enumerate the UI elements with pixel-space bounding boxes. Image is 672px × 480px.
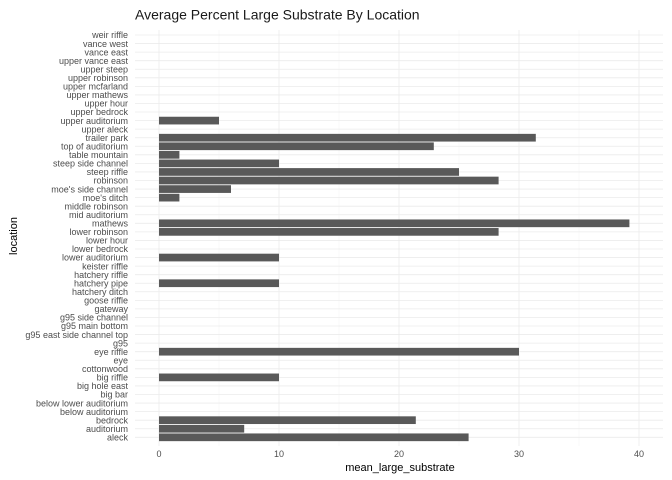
y-tick-label: gateway bbox=[94, 304, 128, 314]
x-axis-title: mean_large_substrate bbox=[345, 462, 454, 474]
y-tick-label: g95 bbox=[113, 338, 128, 348]
y-tick-label: upper vance east bbox=[59, 56, 129, 66]
bar bbox=[159, 176, 499, 185]
y-tick-label: upper robinson bbox=[68, 73, 128, 83]
y-tick-label: auditorium bbox=[86, 424, 128, 434]
bars bbox=[159, 116, 630, 442]
y-tick-label: moe's side channel bbox=[51, 184, 128, 194]
y-tick-label: moe's ditch bbox=[83, 193, 128, 203]
y-tick-label: mathews bbox=[92, 219, 129, 229]
bar bbox=[159, 416, 416, 425]
y-tick-label: steep riffle bbox=[87, 167, 128, 177]
bar bbox=[159, 253, 279, 262]
y-tick-label: upper mathews bbox=[66, 90, 128, 100]
bar bbox=[159, 185, 231, 193]
x-tick-labels: 0 10 20 30 40 bbox=[156, 449, 644, 459]
y-tick-label: lower hour bbox=[86, 236, 128, 246]
x-tick-label: 20 bbox=[394, 449, 404, 459]
bar bbox=[159, 433, 469, 442]
y-tick-label: cottonwood bbox=[82, 364, 128, 374]
y-tick-label: hatchery pipe bbox=[74, 278, 128, 288]
y-tick-label: middle robinson bbox=[64, 201, 128, 211]
y-tick-label: upper auditorium bbox=[60, 116, 128, 126]
y-tick-label: upper mcfarland bbox=[63, 82, 128, 92]
y-tick-label: mid auditorium bbox=[69, 210, 128, 220]
bar bbox=[159, 150, 180, 159]
y-tick-label: g95 side channel bbox=[60, 313, 128, 323]
y-tick-label: aleck bbox=[107, 433, 129, 443]
y-tick-label: upper hour bbox=[84, 99, 128, 109]
y-tick-label: below auditorium bbox=[60, 407, 128, 417]
chart-title: Average Percent Large Substrate By Locat… bbox=[135, 7, 420, 23]
y-tick-label: weir riffle bbox=[91, 30, 128, 40]
y-tick-label: robinson bbox=[93, 176, 128, 186]
bar bbox=[159, 279, 279, 288]
x-tick-label: 30 bbox=[514, 449, 524, 459]
y-tick-label: steep side channel bbox=[53, 159, 128, 169]
y-tick-label: hatchery ditch bbox=[72, 287, 128, 297]
grid bbox=[135, 30, 663, 446]
y-tick-label: big bar bbox=[100, 390, 128, 400]
y-tick-label: big hole east bbox=[77, 381, 129, 391]
y-tick-label: vance east bbox=[84, 47, 128, 57]
x-tick-label: 10 bbox=[274, 449, 284, 459]
y-tick-label: trailer park bbox=[85, 133, 128, 143]
bar bbox=[159, 228, 499, 236]
bar bbox=[159, 168, 459, 176]
bar bbox=[159, 347, 519, 356]
bar bbox=[159, 193, 180, 202]
y-tick-label: goose riffle bbox=[84, 296, 128, 306]
bar bbox=[159, 133, 536, 142]
y-tick-label: eye riffle bbox=[94, 347, 128, 357]
y-tick-label: vance west bbox=[83, 39, 129, 49]
bar bbox=[159, 219, 630, 228]
y-tick-label: table mountain bbox=[69, 150, 128, 160]
y-tick-label: lower bedrock bbox=[72, 244, 129, 254]
y-tick-label: big riffle bbox=[97, 373, 128, 383]
y-tick-label: lower auditorium bbox=[62, 253, 128, 263]
y-tick-label: hatchery riffle bbox=[74, 270, 128, 280]
y-tick-label: keister riffle bbox=[82, 261, 128, 271]
y-tick-label: bedrock bbox=[96, 415, 129, 425]
bar bbox=[159, 159, 279, 168]
bar bbox=[159, 142, 434, 151]
y-tick-label: eye bbox=[113, 355, 128, 365]
y-tick-label: lower robinson bbox=[69, 227, 128, 237]
y-tick-label: g95 east side channel top bbox=[25, 330, 128, 340]
y-tick-label: upper bedrock bbox=[70, 107, 128, 117]
y-tick-label: upper aleck bbox=[81, 124, 128, 134]
y-axis-title: location bbox=[8, 217, 20, 255]
y-tick-label: below lower auditorium bbox=[36, 398, 128, 408]
bar bbox=[159, 116, 219, 125]
x-tick-label: 40 bbox=[634, 449, 644, 459]
bar bbox=[159, 424, 245, 433]
bar bbox=[159, 373, 279, 382]
x-tick-label: 0 bbox=[156, 449, 161, 459]
y-tick-label: top of auditorium bbox=[61, 141, 128, 151]
y-tick-label: upper steep bbox=[80, 64, 128, 74]
y-tick-label: g95 main bottom bbox=[61, 321, 128, 331]
